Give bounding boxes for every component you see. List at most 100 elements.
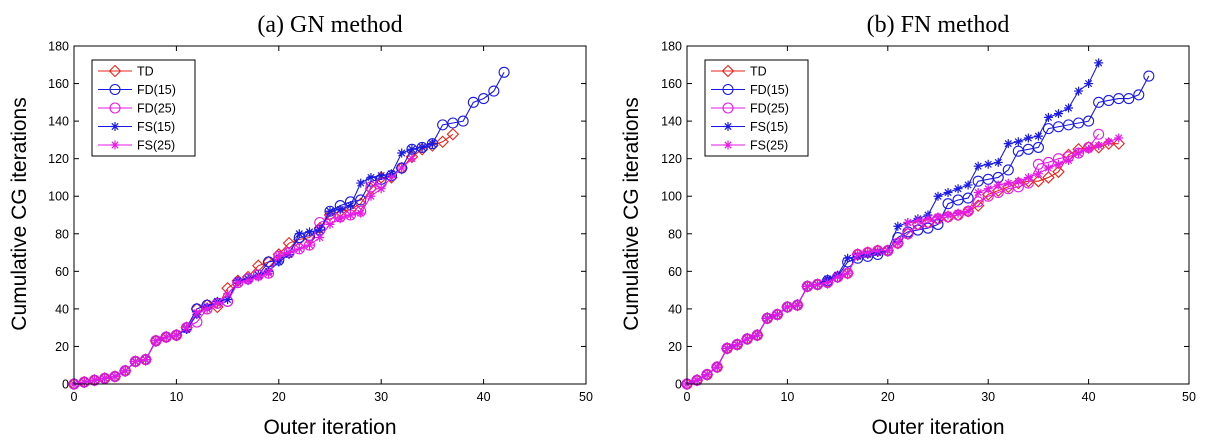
- data-point: [1023, 133, 1033, 143]
- data-point: [751, 329, 763, 341]
- x-tick-label: 10: [169, 390, 183, 404]
- y-tick-label: 0: [675, 378, 682, 392]
- data-point: [446, 127, 460, 141]
- legend-item: TD: [711, 65, 767, 79]
- x-tick-label: 40: [477, 390, 491, 404]
- data-point: [325, 219, 335, 229]
- y-tick-label: 120: [48, 152, 69, 166]
- data-point: [873, 246, 883, 256]
- data-point: [1074, 148, 1084, 158]
- y-tick-label: 40: [668, 302, 682, 316]
- data-point: [129, 355, 141, 368]
- data-point: [397, 148, 407, 158]
- data-point: [1084, 144, 1094, 154]
- data-point: [488, 85, 500, 97]
- data-point: [1013, 137, 1023, 147]
- data-point: [293, 243, 305, 255]
- data-point: [843, 253, 853, 263]
- data-point: [893, 238, 903, 248]
- data-point: [140, 354, 152, 366]
- x-tick-label: 40: [1082, 390, 1096, 404]
- data-point: [962, 192, 974, 204]
- data-point: [305, 240, 315, 250]
- data-point: [243, 276, 253, 286]
- data-point: [712, 362, 722, 372]
- data-point: [264, 268, 274, 278]
- data-point: [752, 330, 762, 340]
- data-point: [1084, 79, 1094, 89]
- data-point: [1143, 70, 1155, 82]
- data-point: [303, 239, 316, 251]
- data-point: [892, 237, 904, 249]
- data-point: [376, 184, 386, 194]
- data-point: [691, 374, 703, 386]
- y-tick-label: 140: [48, 115, 69, 129]
- data-point: [345, 201, 355, 211]
- data-point: [284, 248, 294, 258]
- data-point: [119, 365, 131, 377]
- data-point: [325, 206, 335, 216]
- data-point: [478, 93, 490, 105]
- legend-label: TD: [137, 65, 154, 79]
- data-point: [192, 308, 202, 318]
- data-point: [993, 180, 1003, 190]
- y-tick-label: 60: [668, 265, 682, 279]
- data-point: [161, 332, 171, 342]
- y-tick-label: 100: [661, 190, 682, 204]
- data-point: [973, 187, 983, 197]
- data-point: [99, 372, 111, 384]
- data-point: [903, 218, 913, 228]
- data-point: [1033, 131, 1043, 141]
- legend-marker: [109, 102, 121, 114]
- data-point: [335, 204, 345, 214]
- data-point: [385, 171, 398, 184]
- chart-title-a: (a) GN method: [257, 12, 402, 38]
- data-point: [933, 212, 943, 222]
- data-point: [1083, 115, 1095, 127]
- y-tick-label: 160: [661, 77, 682, 91]
- data-point: [274, 251, 284, 261]
- legend-marker: [722, 83, 734, 96]
- data-point: [953, 208, 963, 218]
- data-point: [1112, 137, 1125, 150]
- data-point: [893, 221, 903, 231]
- legend-label: FD(15): [137, 83, 176, 97]
- data-point: [345, 210, 355, 220]
- data-point: [396, 162, 408, 174]
- data-point: [417, 142, 427, 152]
- data-point: [1003, 139, 1013, 149]
- data-point: [457, 115, 469, 127]
- x-tick-label: 10: [780, 390, 794, 404]
- legend-marker: [722, 102, 734, 114]
- data-point: [943, 210, 953, 220]
- data-point: [467, 96, 479, 108]
- data-point: [1032, 141, 1044, 153]
- data-point: [1003, 178, 1013, 188]
- data-point: [315, 225, 325, 235]
- y-tick-label: 40: [55, 302, 69, 316]
- data-point: [973, 161, 983, 171]
- x-tick-label: 20: [272, 390, 286, 404]
- plot-frame: [686, 45, 1190, 385]
- data-point: [1052, 165, 1065, 179]
- legend-marker: [723, 122, 733, 131]
- data-point: [253, 272, 263, 282]
- y-axis-label-a: Cumulative CG iterations: [8, 97, 31, 330]
- data-point: [842, 267, 854, 279]
- legend-label: FD(25): [750, 102, 789, 116]
- legend-item: TD: [98, 65, 154, 79]
- data-point: [427, 139, 437, 149]
- data-point: [762, 313, 772, 323]
- chart-panel-a: (a) GN method Outer iteration Cumulative…: [8, 12, 593, 439]
- legend-marker: [109, 83, 121, 96]
- data-point: [913, 216, 923, 226]
- data-point: [171, 330, 181, 340]
- y-tick-label: 120: [661, 152, 682, 166]
- data-point: [993, 157, 1003, 167]
- data-point: [963, 180, 973, 190]
- series-fs25-b: [682, 133, 1124, 389]
- data-point: [1043, 163, 1053, 173]
- legend-marker: [723, 140, 733, 150]
- data-point: [407, 154, 417, 164]
- data-point: [933, 191, 943, 201]
